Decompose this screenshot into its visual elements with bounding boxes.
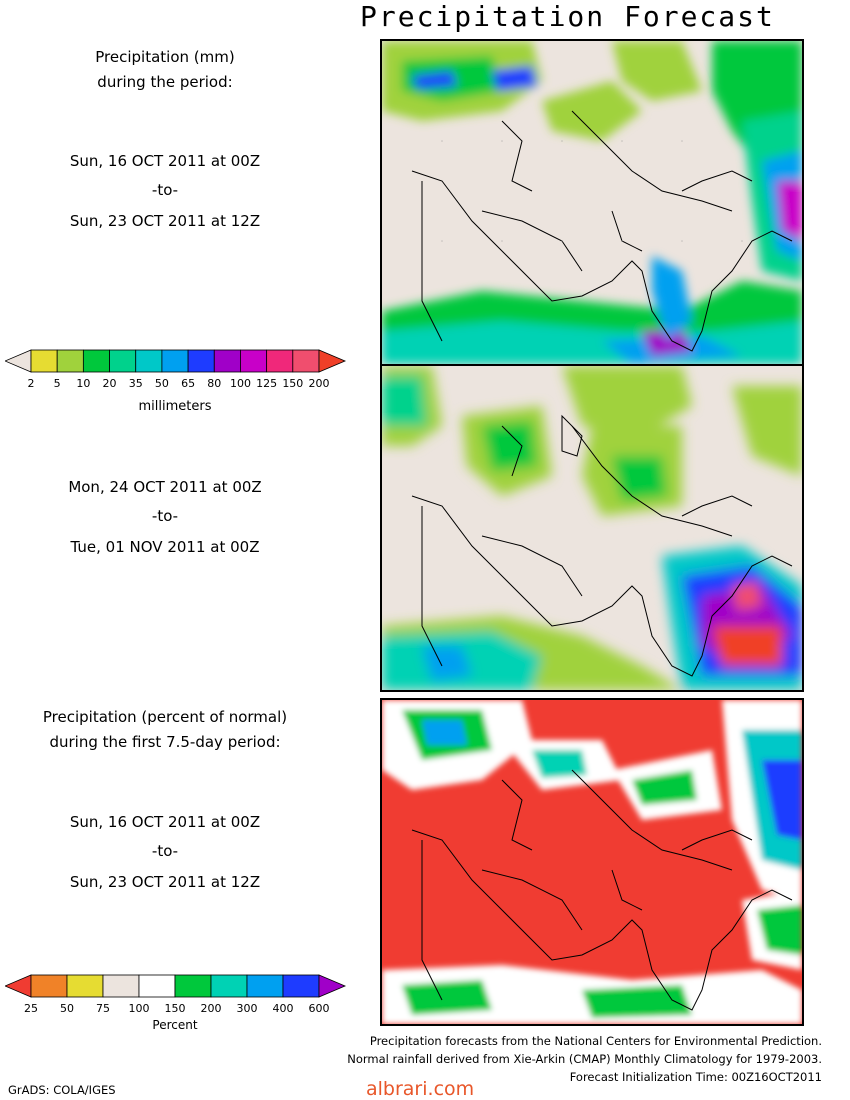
map-percent-of-normal — [380, 698, 804, 1026]
panel3-to: -to- — [151, 842, 179, 860]
percent-colorbar-swatch — [210, 974, 248, 998]
panel3-heading-line2: during the first 7.5-day period: — [49, 733, 281, 751]
software-credit: GrADS: COLA/IGES — [8, 1083, 116, 1097]
mm-colorbar-tick-label: 20 — [103, 377, 117, 390]
percent-colorbar-tick-label: 200 — [201, 1002, 222, 1015]
mm-colorbar-tick-label: 80 — [207, 377, 221, 390]
panel3-start-date: Sun, 16 OCT 2011 at 00Z — [69, 813, 261, 831]
panel2-end-date: Tue, 01 NOV 2011 at 00Z — [70, 538, 260, 556]
percent-colorbar-swatch — [102, 974, 140, 998]
page-title: Precipitation Forecast — [360, 0, 775, 33]
credit-line2: Normal rainfall derived from Xie-Arkin (… — [347, 1052, 822, 1066]
percent-colorbar-high-end — [318, 974, 347, 998]
mm-colorbar-swatch — [30, 349, 58, 373]
mm-colorbar-tick-label: 50 — [155, 377, 169, 390]
mm-colorbar-tick-label: 65 — [181, 377, 195, 390]
mm-colorbar-tick-label: 10 — [76, 377, 90, 390]
mm-colorbar-tick-label: 5 — [54, 377, 61, 390]
mm-colorbar-tick-label: 100 — [230, 377, 251, 390]
mm-colorbar: 2 5 10 20 35 50 65 80 100 125 150 200 — [5, 348, 350, 393]
percent-colorbar-tick-label: 400 — [273, 1002, 294, 1015]
percent-colorbar-tick-label: 100 — [129, 1002, 150, 1015]
mm-colorbar-swatch — [135, 349, 163, 373]
percent-colorbar: 25 50 75 100 150 200 300 400 600 — [5, 973, 350, 1018]
percent-colorbar-swatch — [30, 974, 68, 998]
percent-colorbar-tick-label: 25 — [24, 1002, 38, 1015]
percent-colorbar-swatch — [282, 974, 320, 998]
mm-colorbar-tick-label: 35 — [129, 377, 143, 390]
mm-colorbar-swatch — [292, 349, 320, 373]
mm-colorbar-swatch — [56, 349, 84, 373]
percent-unit-label: Percent — [152, 1018, 198, 1032]
percent-colorbar-swatch — [174, 974, 212, 998]
percent-colorbar-swatch — [66, 974, 104, 998]
watermark: albrari.com — [366, 1078, 475, 1100]
mm-colorbar-swatch — [213, 349, 241, 373]
mm-colorbar-tick-label: 2 — [28, 377, 35, 390]
credit-line3: Forecast Initialization Time: 00Z16OCT20… — [569, 1070, 822, 1084]
map-precip-week2 — [380, 364, 804, 692]
percent-colorbar-tick-label: 75 — [96, 1002, 110, 1015]
percent-colorbar-tick-label: 50 — [60, 1002, 74, 1015]
mm-colorbar-low-end — [5, 349, 32, 373]
mm-colorbar-tick-label: 200 — [309, 377, 330, 390]
panel1-heading-line2: during the period: — [97, 73, 233, 91]
mm-colorbar-swatch — [266, 349, 294, 373]
percent-colorbar-tick-label: 300 — [237, 1002, 258, 1015]
panel3-heading-line1: Precipitation (percent of normal) — [42, 708, 288, 726]
panel1-start-date: Sun, 16 OCT 2011 at 00Z — [69, 152, 261, 170]
panel1-end-date: Sun, 23 OCT 2011 at 12Z — [69, 212, 261, 230]
mm-colorbar-tick-label: 150 — [282, 377, 303, 390]
panel2-start-date: Mon, 24 OCT 2011 at 00Z — [68, 478, 262, 496]
map-precip-week1 — [380, 39, 804, 366]
panel1-heading-line1: Precipitation (mm) — [95, 48, 235, 66]
mm-colorbar-swatch — [161, 349, 189, 373]
mm-colorbar-tick-label: 125 — [256, 377, 277, 390]
mm-colorbar-high-end — [318, 349, 347, 373]
panel1-to: -to- — [151, 181, 179, 199]
percent-colorbar-tick-label: 600 — [309, 1002, 330, 1015]
percent-colorbar-low-end — [5, 974, 32, 998]
percent-colorbar-tick-label: 150 — [165, 1002, 186, 1015]
percent-colorbar-swatch — [138, 974, 176, 998]
mm-unit-label: millimeters — [138, 399, 212, 414]
mm-colorbar-swatch — [187, 349, 215, 373]
credit-line1: Precipitation forecasts from the Nationa… — [369, 1034, 822, 1048]
panel3-end-date: Sun, 23 OCT 2011 at 12Z — [69, 873, 261, 891]
mm-colorbar-swatch — [109, 349, 137, 373]
panel2-to: -to- — [151, 507, 179, 525]
percent-colorbar-swatch — [246, 974, 284, 998]
mm-colorbar-swatch — [240, 349, 268, 373]
mm-colorbar-swatch — [82, 349, 110, 373]
